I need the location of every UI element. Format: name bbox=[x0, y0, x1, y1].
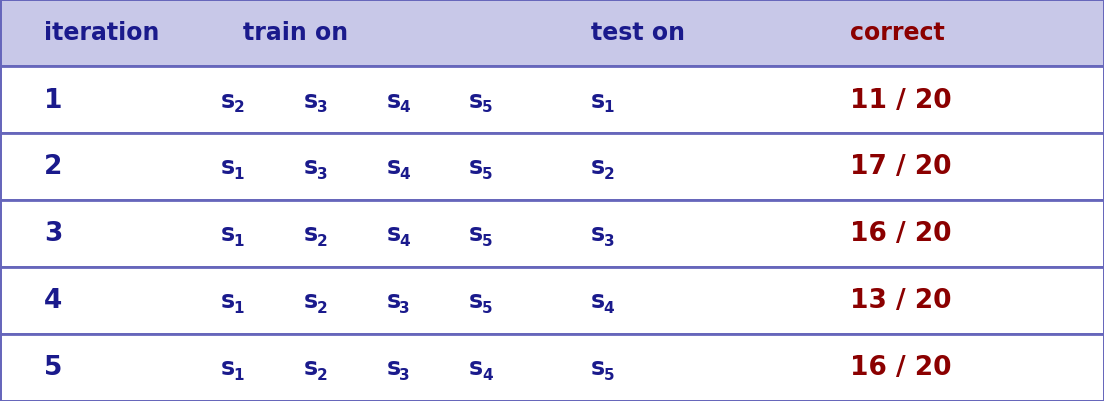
Text: s: s bbox=[386, 88, 401, 112]
Text: 3: 3 bbox=[400, 367, 410, 382]
Text: s: s bbox=[469, 222, 484, 246]
FancyBboxPatch shape bbox=[0, 334, 1104, 401]
Text: 3: 3 bbox=[317, 99, 327, 114]
Text: 3: 3 bbox=[400, 300, 410, 315]
Text: s: s bbox=[221, 356, 235, 380]
FancyBboxPatch shape bbox=[0, 267, 1104, 334]
Text: s: s bbox=[591, 222, 605, 246]
Text: s: s bbox=[469, 289, 484, 313]
Text: iteration: iteration bbox=[44, 21, 160, 45]
Text: s: s bbox=[591, 88, 605, 112]
Text: s: s bbox=[221, 155, 235, 179]
Text: 4: 4 bbox=[44, 288, 63, 314]
Text: 3: 3 bbox=[44, 221, 63, 247]
Text: 16 / 20: 16 / 20 bbox=[850, 221, 952, 247]
Text: 4: 4 bbox=[604, 300, 614, 315]
Text: 4: 4 bbox=[400, 233, 410, 248]
Text: s: s bbox=[386, 222, 401, 246]
FancyBboxPatch shape bbox=[0, 200, 1104, 267]
FancyBboxPatch shape bbox=[0, 134, 1104, 200]
Text: 1: 1 bbox=[44, 87, 63, 113]
Text: s: s bbox=[221, 88, 235, 112]
Text: 1: 1 bbox=[234, 300, 244, 315]
Text: 5: 5 bbox=[482, 300, 492, 315]
Text: s: s bbox=[304, 88, 318, 112]
Text: 2: 2 bbox=[317, 367, 328, 382]
Text: s: s bbox=[591, 289, 605, 313]
Text: 1: 1 bbox=[234, 233, 244, 248]
Text: s: s bbox=[469, 155, 484, 179]
Text: 3: 3 bbox=[604, 233, 614, 248]
Text: 5: 5 bbox=[604, 367, 614, 382]
Text: s: s bbox=[304, 356, 318, 380]
Text: 13 / 20: 13 / 20 bbox=[850, 288, 952, 314]
Text: s: s bbox=[304, 155, 318, 179]
Text: s: s bbox=[386, 155, 401, 179]
Text: 4: 4 bbox=[400, 99, 410, 114]
Text: correct: correct bbox=[850, 21, 945, 45]
Text: s: s bbox=[591, 356, 605, 380]
Text: 5: 5 bbox=[482, 166, 492, 181]
FancyBboxPatch shape bbox=[0, 0, 1104, 67]
Text: 5: 5 bbox=[44, 354, 63, 381]
Text: s: s bbox=[386, 289, 401, 313]
Text: 2: 2 bbox=[604, 166, 615, 181]
Text: s: s bbox=[304, 222, 318, 246]
Text: 2: 2 bbox=[317, 233, 328, 248]
Text: 4: 4 bbox=[400, 166, 410, 181]
Text: 1: 1 bbox=[234, 166, 244, 181]
Text: 17 / 20: 17 / 20 bbox=[850, 154, 952, 180]
Text: train on: train on bbox=[243, 21, 348, 45]
Text: 3: 3 bbox=[317, 166, 327, 181]
Text: 2: 2 bbox=[317, 300, 328, 315]
Text: s: s bbox=[386, 356, 401, 380]
Text: s: s bbox=[221, 289, 235, 313]
Text: s: s bbox=[304, 289, 318, 313]
Text: s: s bbox=[469, 88, 484, 112]
Text: s: s bbox=[469, 356, 484, 380]
Text: 16 / 20: 16 / 20 bbox=[850, 354, 952, 381]
Text: 1: 1 bbox=[234, 367, 244, 382]
Text: 2: 2 bbox=[234, 99, 245, 114]
Text: 5: 5 bbox=[482, 99, 492, 114]
Text: s: s bbox=[221, 222, 235, 246]
Text: 4: 4 bbox=[482, 367, 492, 382]
Text: test on: test on bbox=[591, 21, 684, 45]
Text: 5: 5 bbox=[482, 233, 492, 248]
Text: 1: 1 bbox=[604, 99, 614, 114]
Text: 2: 2 bbox=[44, 154, 63, 180]
Text: 11 / 20: 11 / 20 bbox=[850, 87, 952, 113]
FancyBboxPatch shape bbox=[0, 67, 1104, 134]
Text: s: s bbox=[591, 155, 605, 179]
